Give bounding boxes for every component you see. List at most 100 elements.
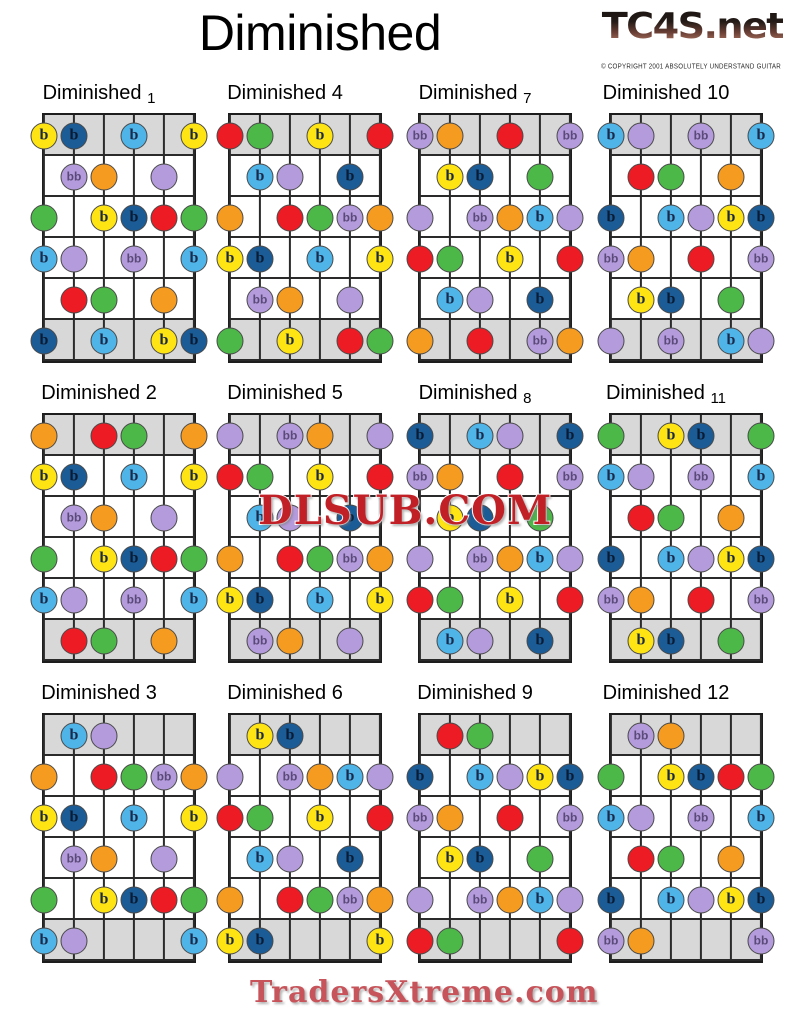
note-dot xyxy=(687,245,715,272)
diagram-number: 1 xyxy=(147,90,156,107)
note-dot xyxy=(150,886,178,913)
fret-row-4 xyxy=(611,538,761,579)
diagram-title-text: Diminished xyxy=(418,382,518,404)
note-dot: b xyxy=(366,586,394,613)
note-dot xyxy=(717,163,745,190)
note-dot: b xyxy=(306,463,334,490)
fret-row-5 xyxy=(420,879,570,920)
note-dot xyxy=(276,627,304,654)
note-dot xyxy=(496,463,524,490)
note-dot xyxy=(276,545,304,572)
note-dot xyxy=(90,763,118,790)
note-dot: b xyxy=(180,122,208,149)
diagram-title-text: Diminished xyxy=(602,682,702,704)
note-dot xyxy=(526,845,554,872)
fretboard-diminished-2: b b b b bb b b b bb b xyxy=(30,413,208,663)
note-dot xyxy=(150,204,178,231)
note-dot: b xyxy=(216,245,244,272)
note-dot: bb xyxy=(466,204,494,231)
note-dot xyxy=(180,422,208,449)
note-dot: b xyxy=(436,845,464,872)
note-dot: b xyxy=(597,545,625,572)
note-dot xyxy=(30,545,58,572)
note-dot xyxy=(496,763,524,790)
copyright-notice: © COPYRIGHT 2001 ABSOLUTELY UNDERSTAND G… xyxy=(601,62,781,71)
note-dot xyxy=(216,204,244,231)
note-dot xyxy=(306,204,334,231)
note-dot: b xyxy=(60,804,88,831)
note-dot: b xyxy=(60,463,88,490)
fret-row-3 xyxy=(611,197,761,238)
fret-row-3 xyxy=(611,497,761,538)
note-dot: b xyxy=(150,327,178,354)
diagram-title-diminished-5: Diminished 5 xyxy=(196,382,374,405)
diagram-title-text: Diminished xyxy=(42,82,142,104)
note-dot xyxy=(406,204,434,231)
note-dot: b xyxy=(90,545,118,572)
note-dot xyxy=(246,122,274,149)
note-dot: b xyxy=(60,122,88,149)
note-dot: b xyxy=(747,122,775,149)
note-dot: b xyxy=(466,163,494,190)
note-dot xyxy=(627,122,655,149)
note-dot xyxy=(657,163,685,190)
diagram-number: 11 xyxy=(710,390,727,407)
note-dot xyxy=(597,327,625,354)
fret-row-2 xyxy=(420,756,570,797)
diagram-number: 10 xyxy=(707,82,730,104)
brand-logo: TC4S.net xyxy=(601,6,785,47)
fretboard-diminished-8: b b b bb bb b b bb b b b b xyxy=(406,413,584,663)
diagram-title-text: Diminished xyxy=(41,382,141,404)
fret-row-4 xyxy=(611,238,761,279)
diagram-diminished-7: Diminished 7 bb bb b b bb b b b b bb xyxy=(386,82,584,382)
note-dot: bb xyxy=(747,245,775,272)
note-dot xyxy=(180,886,208,913)
note-dot xyxy=(306,763,334,790)
note-dot: b xyxy=(597,122,625,149)
note-dot xyxy=(336,627,364,654)
fret-row-5 xyxy=(44,579,194,620)
diagram-diminished-6: Diminished 6 b b bb b b b b bb b b b xyxy=(196,682,394,982)
note-dot: b xyxy=(246,845,274,872)
note-dot xyxy=(216,463,244,490)
diagram-title-text: Diminished xyxy=(41,682,141,704)
note-dot xyxy=(556,886,584,913)
fret-row-2 xyxy=(611,156,761,197)
diagram-title-text: Diminished xyxy=(227,82,327,104)
note-dot xyxy=(366,763,394,790)
note-dot xyxy=(436,927,464,954)
note-dot: b xyxy=(406,422,434,449)
note-dot: b xyxy=(90,886,118,913)
diagram-number: 7 xyxy=(523,90,532,107)
note-dot: bb xyxy=(336,204,364,231)
note-dot: bb xyxy=(687,804,715,831)
note-dot: b xyxy=(687,763,715,790)
fret-row-5 xyxy=(44,879,194,920)
note-dot: b xyxy=(687,422,715,449)
note-dot: b xyxy=(526,763,554,790)
note-dot xyxy=(747,763,775,790)
fret-row-3 xyxy=(420,197,570,238)
note-dot: bb xyxy=(336,545,364,572)
note-dot: b xyxy=(526,545,554,572)
note-dot: b xyxy=(30,122,58,149)
fret-row-5 xyxy=(230,879,380,920)
note-dot: b xyxy=(526,627,554,654)
fret-row-4 xyxy=(44,538,194,579)
page-title: Diminished xyxy=(198,5,442,61)
fret-row-1 xyxy=(420,415,570,456)
note-dot xyxy=(276,504,304,531)
note-dot: b xyxy=(657,545,685,572)
note-dot: b xyxy=(747,804,775,831)
diagram-diminished-4: Diminished 4 b b b bb b b b b bb b xyxy=(196,82,394,382)
note-dot xyxy=(216,327,244,354)
diagram-number: 5 xyxy=(331,382,343,404)
note-dot xyxy=(276,845,304,872)
note-dot xyxy=(366,327,394,354)
note-dot: bb xyxy=(597,245,625,272)
note-dot: b xyxy=(747,545,775,572)
diagram-title-diminished-9: Diminished 9 xyxy=(386,682,564,705)
fret-row-3 xyxy=(44,197,194,238)
note-dot xyxy=(466,286,494,313)
fret-row-5 xyxy=(611,579,761,620)
